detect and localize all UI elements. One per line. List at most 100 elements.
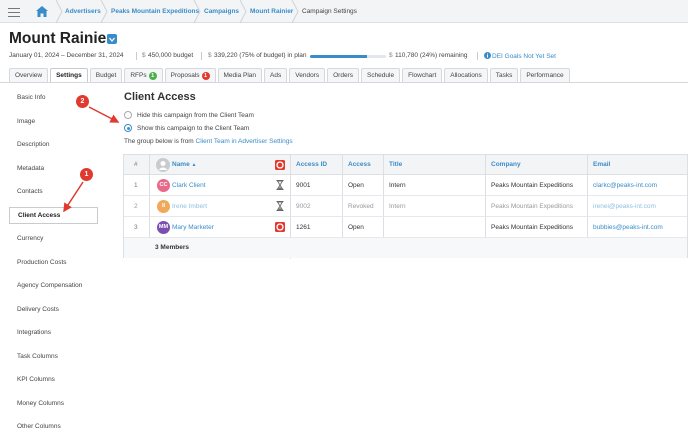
access-id: 1261 [296, 224, 311, 231]
radio-hide[interactable] [124, 111, 132, 119]
column-divider [290, 155, 291, 259]
row-number: 3 [134, 224, 138, 231]
access-id: 9002 [296, 203, 311, 210]
sidebar-item-kpi-columns[interactable]: KPI Columns [17, 376, 55, 383]
sidebar-item-basic-info[interactable]: Basic Info [17, 94, 46, 101]
radio-show[interactable] [124, 124, 132, 132]
breadcrumb-advertisers[interactable]: Advertisers [65, 8, 101, 15]
tab-rfps[interactable]: RFPs 1 [124, 68, 163, 82]
member-name-link[interactable]: Irene Imbert [172, 203, 208, 210]
tab-schedule[interactable]: Schedule [360, 68, 401, 82]
tab-budget[interactable]: Budget [89, 68, 123, 82]
member-company: Peaks Mountain Expeditions [491, 203, 574, 210]
budget-progress-bar [310, 55, 386, 58]
home-icon[interactable] [30, 0, 54, 23]
group-source-prefix: The group below is from [124, 138, 194, 145]
tab-tasks[interactable]: Tasks [489, 68, 519, 82]
tab-proposals[interactable]: Proposals 1 [164, 68, 216, 82]
tab-vendors[interactable]: Vendors [289, 68, 326, 82]
column-header-email[interactable]: Email [593, 161, 611, 168]
avatar: MM [157, 221, 170, 234]
tab-label: Flowchart [408, 72, 437, 79]
client-team-table: # Name ▲ Access ID Access Title Company … [123, 154, 688, 259]
sidebar-item-agency-compensation[interactable]: Agency Compensation [17, 282, 83, 289]
tab-ads[interactable]: Ads [264, 68, 288, 82]
top-nav-bar: Advertisers Peaks Mountain Expeditions C… [0, 0, 688, 23]
annotation-marker-2: 2 [76, 95, 89, 108]
sidebar-item-money-columns[interactable]: Money Columns [17, 399, 64, 407]
column-header-access[interactable]: Access [348, 161, 371, 168]
member-name-link[interactable]: Clark Client [172, 182, 206, 189]
table-row[interactable]: 2 II Irene Imbert 9002 Revoked Intern Peaks Mo… [124, 196, 687, 217]
column-header-title[interactable]: Title [389, 161, 403, 168]
breadcrumb-current: Campaign Settings [302, 8, 357, 15]
tab-label: Overview [15, 72, 43, 79]
column-header-name-label: Name [172, 161, 190, 168]
member-title: Intern [389, 203, 406, 210]
tab-allocations[interactable]: Allocations [444, 68, 488, 82]
member-name-link[interactable]: Mary Marketer [172, 224, 214, 231]
table-row[interactable]: 3 MM Mary Marketer 1261 Open Peaks Mountain E… [124, 217, 687, 238]
sidebar-item-other-columns[interactable]: Other Columns [17, 423, 61, 430]
sidebar-item-currency[interactable]: Currency [17, 235, 44, 242]
avatar: CC [157, 179, 170, 192]
chevron-down-icon [109, 37, 115, 42]
tab-performance[interactable]: Performance [520, 68, 570, 82]
menu-icon[interactable] [8, 5, 20, 17]
column-divider [342, 155, 343, 238]
tab-label: Performance [526, 72, 564, 79]
member-email-link[interactable]: irenei@peaks-int.com [593, 203, 656, 210]
column-divider [149, 155, 150, 238]
sidebar-item-description[interactable]: Description [17, 141, 50, 148]
member-email-link[interactable]: bubbies@peaks-int.com [593, 224, 663, 231]
dropdown-toggle[interactable] [107, 34, 117, 44]
sidebar-item-integrations[interactable]: Integrations [17, 329, 51, 336]
tab-settings[interactable]: Settings [50, 68, 88, 82]
tab-label: Vendors [295, 72, 320, 79]
tab-label: RFPs [130, 72, 147, 79]
column-divider [587, 155, 588, 238]
budget-remaining: 110,780 (24%) remaining [395, 52, 468, 59]
dei-goals-link[interactable]: DEI Goals Not Yet Set [484, 52, 556, 60]
tab-label: Proposals [170, 72, 200, 79]
client-team-settings-link[interactable]: Client Team in Advertiser Settings [195, 138, 293, 145]
tab-flowchart[interactable]: Flowchart [402, 68, 443, 82]
tab-orders[interactable]: Orders [327, 68, 359, 82]
sidebar-item-metadata[interactable]: Metadata [17, 164, 45, 172]
breadcrumb-separator [291, 0, 299, 23]
tab-label: Orders [333, 72, 353, 79]
budget-progress-fill [310, 55, 367, 58]
table-footer: 3 Members [124, 238, 687, 258]
sidebar-item-production-costs[interactable]: Production Costs [17, 258, 67, 266]
sidebar-item-image[interactable]: Image [17, 117, 36, 125]
lifebuoy-icon[interactable] [275, 222, 285, 232]
column-header-company[interactable]: Company [491, 161, 521, 168]
access-status: Revoked [348, 203, 374, 210]
tab-label: Ads [270, 72, 282, 79]
dollar-icon: $ [142, 52, 146, 59]
member-email-link[interactable]: clarkc@peaks-int.com [593, 182, 658, 189]
hourglass-icon[interactable] [275, 201, 285, 211]
avatar: II [157, 200, 170, 213]
sidebar-item-client-access[interactable]: Client Access [9, 206, 98, 224]
sidebar-item-contacts[interactable]: Contacts [17, 188, 43, 195]
show-to-client-option[interactable]: Show this campaign to the Client Team [124, 123, 249, 133]
meta-divider [136, 52, 137, 60]
column-divider [485, 155, 486, 238]
tab-label: Settings [56, 72, 82, 79]
sidebar-item-delivery-costs[interactable]: Delivery Costs [17, 305, 59, 313]
breadcrumb-campaigns[interactable]: Campaigns [204, 8, 240, 15]
column-header-name[interactable]: Name ▲ [172, 155, 196, 175]
tab-media-plan[interactable]: Media Plan [217, 68, 263, 82]
hourglass-icon[interactable] [275, 180, 285, 190]
breadcrumb-advertiser[interactable]: Peaks Mountain Expeditions [111, 8, 200, 15]
sidebar-item-task-columns[interactable]: Task Columns [17, 352, 58, 360]
page-title: Mount Rainier [9, 30, 113, 47]
lifebuoy-icon [275, 160, 285, 170]
column-header-access-id[interactable]: Access ID [296, 161, 328, 168]
table-row[interactable]: 1 CC Clark Client 9001 Open Intern Peaks Mount… [124, 175, 687, 196]
row-number: 2 [134, 203, 138, 210]
hide-from-client-option[interactable]: Hide this campaign from the Client Team [124, 110, 254, 120]
tab-overview[interactable]: Overview [9, 68, 49, 82]
breadcrumb-campaign[interactable]: Mount Rainier [250, 8, 294, 15]
